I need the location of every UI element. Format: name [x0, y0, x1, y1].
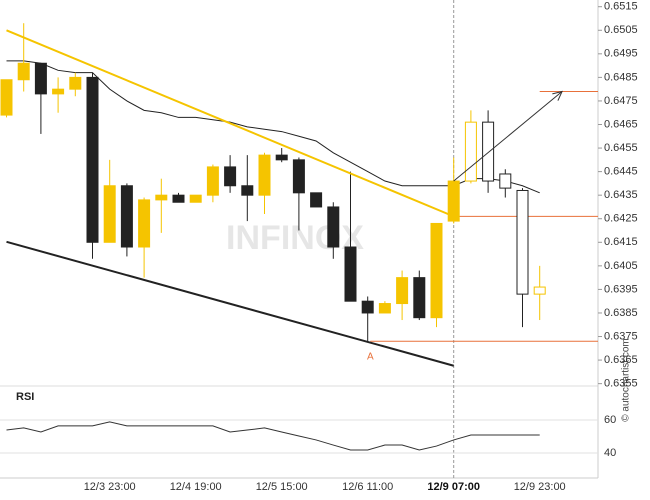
candle-body [86, 76, 99, 243]
candle-body [516, 189, 529, 295]
y-tick-label: 0.6405 [604, 260, 638, 272]
y-tick-label: 0.6365 [604, 354, 638, 366]
y-tick-label: 0.6375 [604, 330, 638, 342]
candle-body [103, 185, 116, 243]
candle-body [499, 173, 512, 189]
candle-body [310, 192, 323, 208]
candle-body [241, 185, 254, 196]
y-tick-label: 0.6465 [604, 118, 638, 130]
candle-body [0, 79, 13, 116]
x-tick-label: 12/6 11:00 [342, 481, 393, 493]
trend-line [6, 240, 454, 367]
y-tick-label: 0.6515 [604, 1, 638, 13]
candle-body [361, 300, 374, 314]
candle-body [430, 222, 443, 319]
candle-body [258, 154, 271, 196]
candle-body [396, 277, 409, 305]
candle-body [344, 246, 357, 302]
arrow-head [552, 90, 563, 101]
candle-body [34, 62, 47, 95]
y-tick-label: 60 [604, 414, 616, 426]
rsi-label: RSI [16, 391, 34, 403]
arrow-line [453, 91, 563, 182]
y-tick-label: 0.6455 [604, 142, 638, 154]
candle-body [206, 166, 219, 196]
y-tick-label: 0.6355 [604, 378, 638, 390]
candle-body [120, 185, 133, 248]
credit: © autochartist.com [621, 338, 632, 422]
candle-body [138, 199, 151, 248]
y-tick-label: 0.6395 [604, 283, 638, 295]
candle-body [292, 159, 305, 194]
y-tick-label: 0.6435 [604, 189, 638, 201]
trend-line [6, 29, 455, 218]
y-tick-label: 0.6495 [604, 48, 638, 60]
y-tick-label: 0.6445 [604, 166, 638, 178]
candle-body [378, 303, 391, 314]
x-tick-label: 12/3 23:00 [84, 481, 136, 493]
candle-body [224, 166, 237, 187]
candle-body [327, 206, 340, 248]
candle-body [69, 76, 82, 90]
candle-body [464, 121, 477, 182]
y-tick-label: 0.6385 [604, 307, 638, 319]
rsi-line [6, 421, 540, 451]
annotation: A [367, 352, 374, 363]
candle-body [275, 154, 288, 161]
y-tick-label: 0.6415 [604, 236, 638, 248]
candle-body [172, 194, 185, 203]
candle-body [482, 121, 495, 182]
candle-body [17, 62, 30, 81]
y-tick-label: 0.6505 [604, 24, 638, 36]
y-tick-label: 40 [604, 447, 616, 459]
y-tick-label: 0.6485 [604, 71, 638, 83]
watermark: INFINOX [226, 219, 364, 257]
candle-body [52, 88, 65, 95]
candle-body [189, 194, 202, 203]
x-tick-label: 12/5 15:00 [256, 481, 308, 493]
candle-body [155, 194, 168, 201]
y-tick-label: 0.6425 [604, 213, 638, 225]
candle-body [413, 277, 426, 319]
candle-body [533, 286, 546, 295]
y-tick-label: 0.6475 [604, 95, 638, 107]
x-tick-label: 12/9 07:00 [427, 481, 480, 493]
x-tick-label: 12/4 19:00 [170, 481, 222, 493]
x-tick-label: 12/9 23:00 [514, 481, 566, 493]
